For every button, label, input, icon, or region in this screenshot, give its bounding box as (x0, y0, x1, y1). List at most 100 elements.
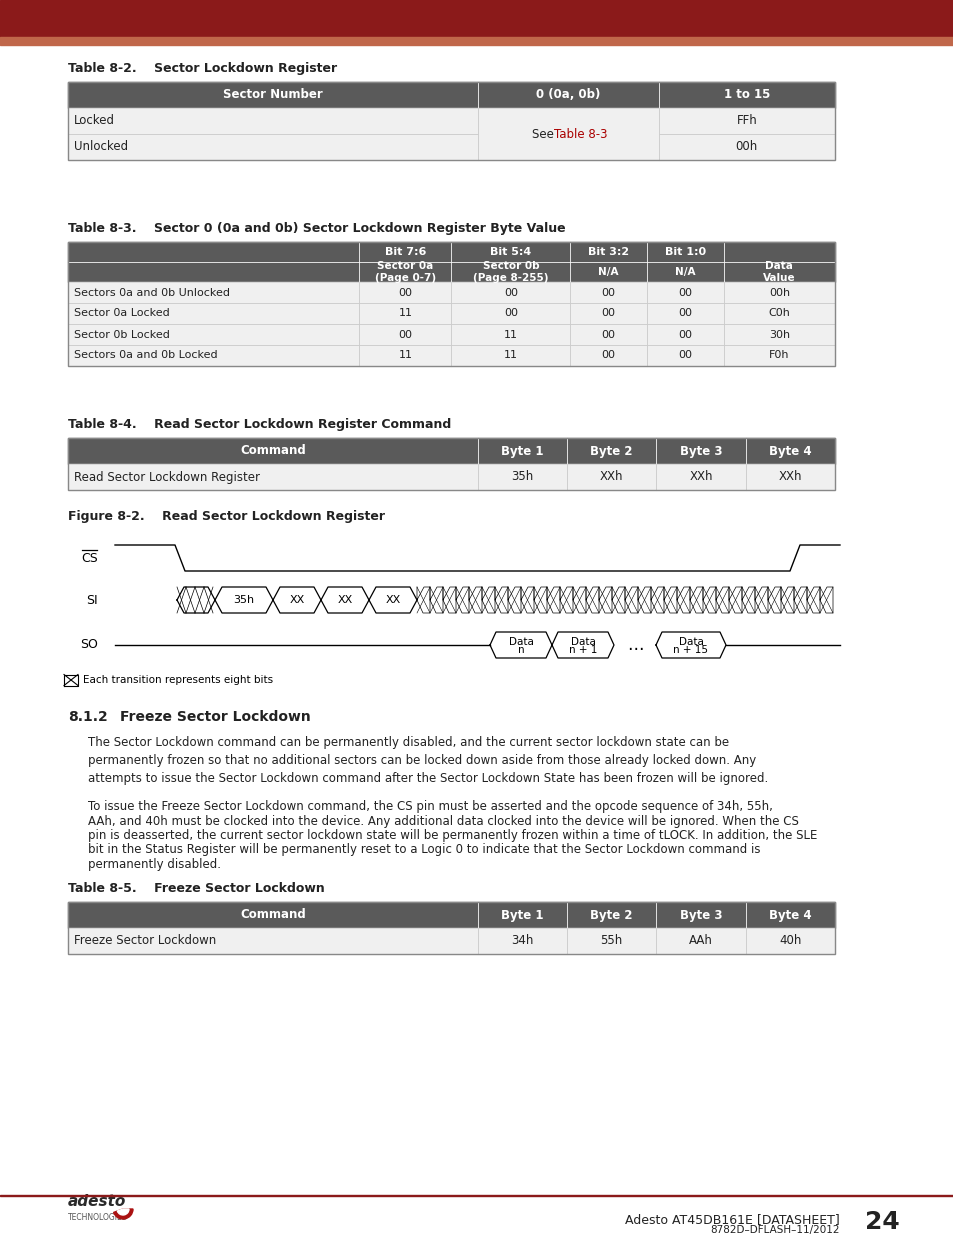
Text: XX: XX (385, 595, 400, 605)
Text: 40h: 40h (779, 935, 801, 947)
Text: Table 8-3.    Sector 0 (0a and 0b) Sector Lockdown Register Byte Value: Table 8-3. Sector 0 (0a and 0b) Sector L… (68, 222, 565, 235)
Bar (646, 324, 723, 345)
Bar (656, 927, 745, 953)
Bar (68, 464, 477, 490)
Text: N/A: N/A (675, 267, 695, 277)
Bar (68, 135, 477, 161)
Bar (477, 927, 566, 953)
Text: Byte 2: Byte 2 (590, 909, 632, 921)
Bar (359, 262, 451, 282)
Text: …: … (626, 636, 642, 655)
Text: XXh: XXh (778, 471, 801, 483)
Bar (723, 303, 834, 324)
Bar (723, 324, 834, 345)
Bar (570, 303, 646, 324)
Bar (451, 303, 570, 324)
Bar (566, 902, 656, 927)
Bar (658, 82, 834, 107)
Bar (68, 345, 359, 366)
Bar (646, 262, 723, 282)
Text: Table 8-3: Table 8-3 (554, 127, 607, 141)
Bar (570, 324, 646, 345)
Bar (646, 345, 723, 366)
Bar (646, 242, 723, 262)
Text: Byte 1: Byte 1 (500, 445, 543, 457)
Bar (566, 438, 656, 464)
Bar (723, 262, 834, 282)
Text: 24: 24 (864, 1210, 899, 1234)
Bar (0, 0, 953, 38)
Bar (646, 303, 723, 324)
Bar (451, 345, 570, 366)
Text: 55h: 55h (599, 935, 622, 947)
Bar (745, 927, 834, 953)
Bar (570, 242, 646, 262)
Text: SI: SI (87, 594, 98, 606)
Text: Data: Data (508, 637, 533, 647)
Text: pin is deasserted, the current sector lockdown state will be permanently frozen : pin is deasserted, the current sector lo… (88, 829, 817, 842)
Bar (68, 303, 359, 324)
Bar (68, 438, 477, 464)
Text: 1 to 15: 1 to 15 (722, 89, 769, 101)
Text: FFh: FFh (736, 115, 757, 127)
Bar (68, 902, 834, 953)
Text: permanently disabled.: permanently disabled. (88, 858, 221, 871)
Bar (68, 262, 359, 282)
Text: Bit 1:0: Bit 1:0 (664, 247, 705, 257)
Text: Sector 0a Locked: Sector 0a Locked (74, 309, 170, 319)
Bar (656, 902, 745, 927)
Text: 00: 00 (398, 288, 412, 298)
Bar (566, 438, 656, 464)
Bar (68, 324, 359, 345)
Text: 00: 00 (601, 288, 615, 298)
Bar (658, 82, 834, 107)
Text: SO: SO (80, 638, 98, 652)
Bar (566, 927, 656, 953)
Bar (68, 902, 477, 927)
Text: Data: Data (678, 637, 702, 647)
Bar (658, 107, 834, 135)
Bar (68, 927, 477, 953)
Bar (68, 107, 477, 135)
Bar (723, 282, 834, 303)
Text: Byte 4: Byte 4 (768, 445, 811, 457)
Text: The Sector Lockdown command can be permanently disabled, and the current sector : The Sector Lockdown command can be perma… (88, 736, 767, 785)
Bar (68, 262, 359, 282)
Bar (477, 82, 658, 107)
Bar (68, 438, 834, 490)
Bar (566, 464, 656, 490)
Bar (68, 438, 477, 464)
Text: 11: 11 (398, 351, 412, 361)
Bar (477, 902, 566, 927)
Text: Byte 1: Byte 1 (500, 909, 543, 921)
Bar (646, 324, 723, 345)
Text: 35h: 35h (233, 595, 254, 605)
Bar (566, 464, 656, 490)
Text: Sector 0a
(Page 0-7): Sector 0a (Page 0-7) (375, 261, 436, 283)
Bar (477, 82, 658, 107)
Text: Sectors 0a and 0b Locked: Sectors 0a and 0b Locked (74, 351, 217, 361)
Bar (359, 303, 451, 324)
Text: XX: XX (337, 595, 353, 605)
Text: Each transition represents eight bits: Each transition represents eight bits (83, 676, 273, 685)
Bar (646, 242, 723, 262)
Bar (656, 438, 745, 464)
Bar (0, 1194, 953, 1195)
Text: F0h: F0h (768, 351, 789, 361)
Bar (451, 324, 570, 345)
Bar (745, 902, 834, 927)
Text: n + 15: n + 15 (673, 645, 708, 655)
Bar (477, 902, 566, 927)
Text: 11: 11 (503, 351, 517, 361)
Bar (646, 282, 723, 303)
Text: adesto: adesto (68, 1193, 126, 1209)
Bar (359, 345, 451, 366)
Text: 34h: 34h (511, 935, 533, 947)
Text: 00: 00 (398, 330, 412, 340)
Bar (745, 438, 834, 464)
Bar (359, 324, 451, 345)
Bar (658, 135, 834, 161)
Bar (646, 282, 723, 303)
Bar (745, 464, 834, 490)
Text: C0h: C0h (768, 309, 789, 319)
